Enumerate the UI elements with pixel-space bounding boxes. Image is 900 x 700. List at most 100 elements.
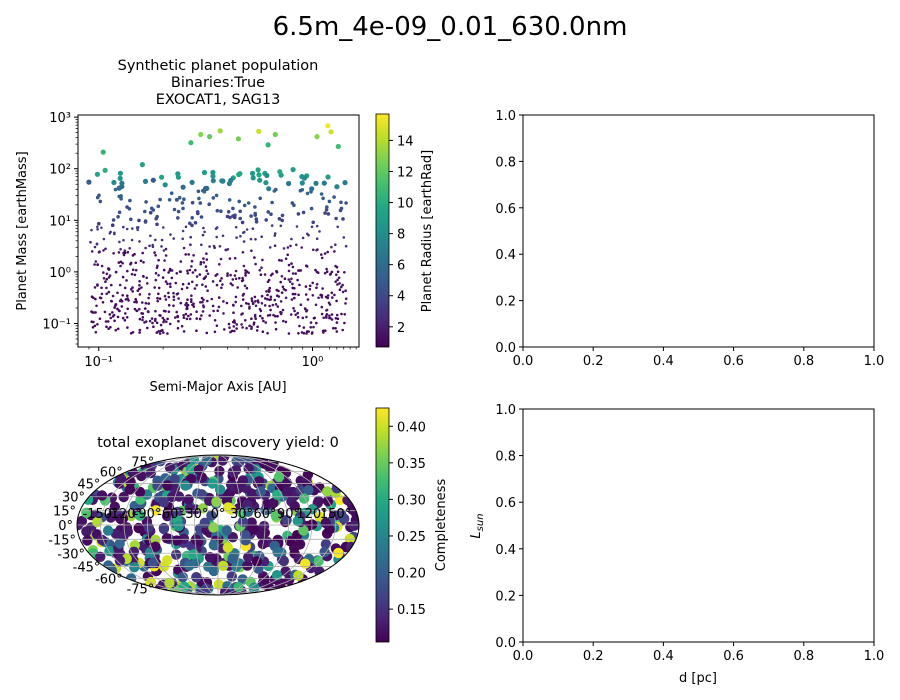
- meridian-line: [123, 454, 219, 596]
- longitude-label: 120°: [296, 507, 327, 522]
- planet-point: [167, 310, 171, 314]
- y-tick-label: 10⁰: [49, 266, 71, 281]
- planet-point: [277, 217, 282, 221]
- planet-point: [123, 286, 127, 290]
- planet-point: [335, 143, 341, 150]
- planet-point: [105, 292, 108, 296]
- planet-point: [205, 258, 209, 261]
- planet-point: [145, 276, 148, 280]
- planet-point: [250, 175, 256, 181]
- planet-point: [126, 294, 129, 298]
- target-point: [204, 552, 216, 563]
- planet-point: [191, 280, 194, 284]
- completeness-colorbar: 0.15 0.20 0.25 0.30 0.35 0.40 Completeness: [375, 407, 449, 643]
- planet-point: [293, 309, 296, 313]
- planet-point: [196, 189, 201, 194]
- planet-point: [268, 286, 272, 290]
- planet-point: [142, 274, 145, 278]
- planet-point: [97, 251, 101, 254]
- planet-point: [274, 327, 278, 331]
- planet-point: [152, 325, 155, 329]
- planet-point: [177, 297, 180, 300]
- planet-point: [330, 313, 334, 316]
- planet-point: [168, 269, 172, 272]
- planet-point: [172, 291, 175, 295]
- target-point: [218, 455, 230, 462]
- x-tick-label: 0.8: [793, 649, 814, 664]
- planet-point: [125, 205, 129, 209]
- planet-point: [254, 317, 257, 321]
- planet-point: [163, 259, 166, 262]
- planet-point: [234, 225, 238, 229]
- planet-point: [324, 207, 329, 212]
- planet-point: [157, 286, 161, 290]
- planet-point: [164, 309, 167, 313]
- planet-point: [250, 297, 254, 300]
- planet-point: [314, 134, 320, 140]
- target-point: [227, 532, 238, 543]
- planet-point: [344, 297, 348, 301]
- colorbar-tick-label: 2: [397, 321, 405, 336]
- planet-point: [185, 307, 188, 311]
- target-point: [275, 577, 286, 589]
- planet-point: [94, 260, 98, 263]
- x-tick-label: 0.4: [653, 649, 674, 664]
- planet-point: [102, 237, 106, 241]
- planet-point: [167, 271, 170, 274]
- target-point: [161, 533, 173, 544]
- planet-point: [292, 307, 295, 310]
- planet-point: [176, 314, 179, 318]
- planet-point: [135, 309, 138, 313]
- planet-point: [191, 303, 194, 307]
- planet-point: [201, 300, 204, 304]
- planet-point: [269, 308, 272, 312]
- planet-point: [143, 321, 146, 324]
- planet-point: [90, 250, 94, 253]
- planet-point: [133, 307, 137, 311]
- planet-point: [161, 328, 164, 332]
- planet-point: [302, 331, 306, 335]
- planet-point: [123, 249, 127, 252]
- planet-point: [262, 319, 265, 323]
- planet-point: [153, 286, 156, 289]
- planet-point: [135, 301, 138, 304]
- target-point: [213, 579, 224, 590]
- target-point: [307, 504, 318, 515]
- planet-point: [291, 292, 295, 296]
- target-point: [208, 539, 219, 551]
- planet-point: [342, 236, 346, 239]
- planet-point: [157, 274, 160, 277]
- planet-point: [98, 317, 102, 321]
- planet-point: [110, 299, 113, 303]
- planet-point: [118, 283, 122, 287]
- planet-point: [310, 225, 314, 229]
- planet-point: [95, 195, 100, 200]
- colorbar-tick-label: 0.35: [397, 457, 426, 472]
- planet-point: [294, 313, 298, 317]
- latitude-label: 75°: [131, 456, 154, 471]
- planet-point: [263, 304, 267, 307]
- planet-point: [326, 296, 330, 300]
- planet-point: [114, 303, 117, 306]
- planet-point: [204, 285, 208, 288]
- planet-point: [308, 287, 312, 291]
- planet-point: [190, 259, 194, 263]
- planet-point: [100, 149, 106, 155]
- longitude-label: 60°: [253, 507, 276, 522]
- planet-point: [181, 229, 185, 233]
- planet-point: [139, 162, 145, 168]
- planet-point: [226, 248, 230, 251]
- planet-point: [340, 312, 343, 316]
- planet-point: [312, 325, 315, 329]
- planet-point: [158, 297, 162, 301]
- target-point: [222, 490, 234, 501]
- planet-point: [344, 244, 348, 248]
- planet-point: [164, 254, 168, 257]
- planet-point: [182, 316, 186, 320]
- planet-point: [286, 180, 292, 187]
- planet-point: [116, 291, 119, 295]
- planet-point: [162, 331, 165, 334]
- planet-point: [94, 297, 97, 301]
- panel-d-ticks: 0.0 0.2 0.4 0.6 0.8 1.0 0.0 0.2 0.4 0.6 0.8 1.0: [495, 403, 884, 664]
- target-point: [282, 486, 293, 498]
